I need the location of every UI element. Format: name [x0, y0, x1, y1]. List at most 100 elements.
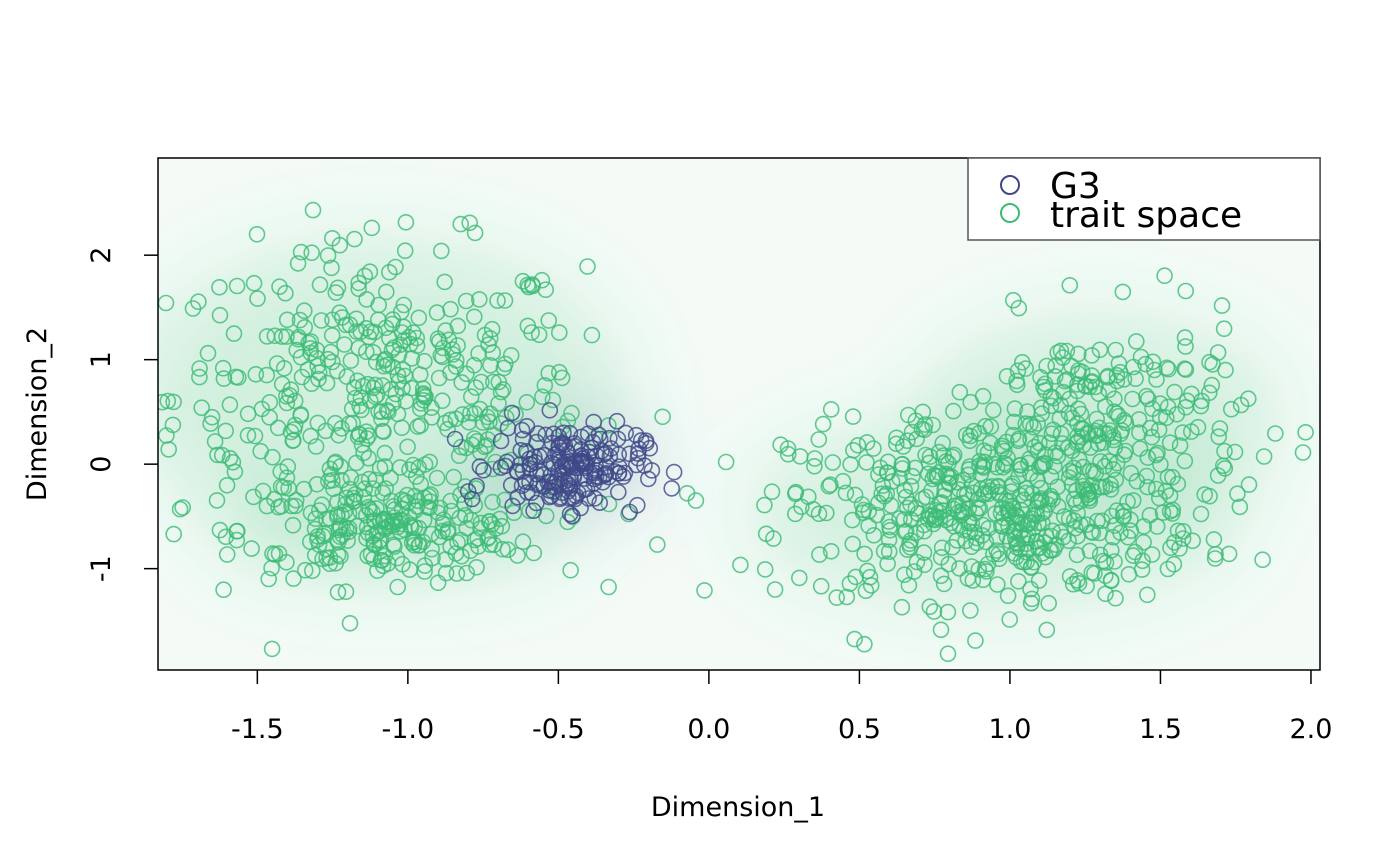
plot-frame: [157, 157, 1321, 671]
point-trait-space: [248, 226, 266, 243]
point-trait-space: [828, 589, 846, 606]
point-trait-space: [509, 547, 526, 564]
point-trait-space: [359, 547, 377, 565]
point-trait-space: [1008, 376, 1026, 394]
point-trait-space: [362, 545, 380, 563]
x-tick-label: 0.5: [838, 714, 881, 745]
point-trait-space: [387, 385, 405, 403]
point-trait-space: [1060, 532, 1077, 550]
point-trait-space: [1126, 543, 1144, 561]
point-trait-space: [395, 296, 413, 314]
point-trait-space: [396, 242, 414, 259]
point-trait-space: [939, 645, 957, 663]
point-trait-space: [678, 484, 696, 502]
point-trait-space: [1073, 363, 1091, 381]
point-trait-space: [1142, 419, 1159, 437]
point-trait-space: [445, 468, 463, 486]
point-trait-space: [398, 486, 416, 504]
point-trait-space: [397, 214, 415, 231]
point-trait-space: [285, 570, 302, 587]
point-trait-space: [444, 341, 461, 358]
point-trait-space: [1069, 428, 1086, 445]
point-trait-space: [1060, 404, 1078, 422]
point-trait-space: [384, 394, 402, 412]
point-trait-space: [361, 263, 379, 281]
point-trait-space: [1176, 360, 1193, 378]
point-trait-space: [1084, 524, 1102, 542]
point-trait-space: [1254, 551, 1271, 569]
point-trait-space: [1092, 453, 1109, 470]
point-trait-space: [973, 527, 991, 544]
point-g3: [609, 483, 627, 501]
y-tick-label: -1: [86, 555, 117, 582]
point-trait-space: [820, 477, 838, 495]
point-trait-space: [278, 311, 296, 329]
point-trait-space: [1201, 487, 1218, 505]
point-trait-space: [838, 588, 856, 606]
point-trait-space: [323, 230, 341, 247]
point-trait-space: [843, 511, 861, 529]
point-g3: [545, 479, 563, 496]
point-trait-space: [915, 516, 933, 534]
point-trait-space: [321, 549, 339, 566]
point-trait-space: [940, 555, 958, 573]
point-trait-space: [466, 224, 484, 242]
point-trait-space: [228, 531, 246, 549]
point-trait-space: [199, 344, 217, 362]
point-trait-space: [894, 455, 911, 473]
point-trait-space: [1166, 534, 1183, 551]
point-trait-space: [1042, 468, 1060, 485]
point-trait-space: [1033, 405, 1051, 423]
point-trait-space: [1203, 376, 1221, 394]
point-trait-space: [1176, 452, 1194, 470]
point-trait-space: [822, 542, 840, 560]
point-g3: [627, 456, 645, 474]
point-trait-space: [810, 505, 828, 523]
point-trait-space: [377, 350, 394, 368]
point-trait-space: [338, 368, 356, 385]
point-trait-space: [834, 472, 852, 490]
point-trait-space: [812, 577, 830, 595]
point-trait-space: [1174, 424, 1191, 441]
point-trait-space: [422, 486, 440, 503]
point-trait-space: [1065, 459, 1082, 477]
point-trait-space: [932, 621, 950, 639]
point-trait-space: [288, 341, 306, 359]
point-trait-space: [371, 513, 389, 530]
point-trait-space: [206, 433, 224, 450]
point-trait-space: [158, 393, 171, 411]
point-g3: [572, 441, 590, 458]
point-g3: [498, 453, 516, 471]
point-trait-space: [536, 377, 554, 394]
point-trait-space: [190, 293, 207, 311]
point-trait-space: [1120, 565, 1138, 583]
point-trait-space: [1176, 329, 1194, 346]
point-trait-space: [917, 488, 935, 506]
point-trait-space: [333, 420, 350, 437]
point-trait-space: [373, 410, 390, 428]
point-trait-space: [493, 517, 511, 535]
point-trait-space: [408, 329, 426, 347]
point-trait-space: [1128, 472, 1146, 490]
point-trait-space: [191, 360, 208, 377]
point-trait-space: [974, 387, 992, 405]
point-trait-space: [287, 491, 305, 509]
point-trait-space: [453, 374, 471, 391]
point-trait-space: [999, 587, 1017, 605]
point-trait-space: [1008, 514, 1026, 531]
y-tick-label: 1: [86, 351, 117, 368]
point-trait-space: [209, 446, 226, 464]
point-trait-space: [732, 556, 749, 574]
point-trait-space: [865, 440, 882, 457]
point-trait-space: [269, 419, 287, 437]
point-trait-space: [983, 477, 1001, 495]
point-trait-space: [824, 454, 842, 471]
point-trait-space: [311, 276, 329, 294]
point-g3: [632, 432, 650, 449]
point-trait-space: [860, 517, 877, 535]
point-trait-space: [814, 415, 832, 433]
point-trait-space: [982, 418, 1000, 435]
point-trait-space: [924, 416, 942, 434]
point-g3: [529, 476, 546, 494]
